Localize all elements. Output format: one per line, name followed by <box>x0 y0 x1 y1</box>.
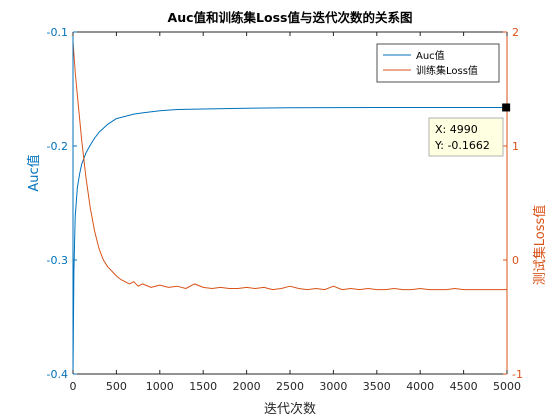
x-tick-label: 2000 <box>233 380 261 393</box>
plot-background <box>73 32 507 374</box>
y-left-axis-label: Auc值 <box>26 154 42 191</box>
y-right-tick-label: -1 <box>512 368 523 381</box>
datatip-box <box>428 117 504 157</box>
y-right-tick-label: 2 <box>512 26 519 39</box>
x-tick-label: 4500 <box>450 380 478 393</box>
x-tick-label: 3500 <box>363 380 391 393</box>
series-line-1 <box>72 107 507 375</box>
x-tick-label: 5000 <box>493 380 521 393</box>
legend-label: 训练集Loss值 <box>416 64 478 77</box>
plot-area <box>73 32 507 374</box>
datatip-x-value: X: 4990 <box>435 123 478 136</box>
y-right-axis-label: 测试集Loss值 <box>532 205 548 286</box>
y-right-tick-label: 0 <box>512 254 519 267</box>
axes-layer: 0 500 1000 1500 2000 2500 3000 3500 4000 4500 5000… <box>47 26 523 393</box>
series-line-2 <box>72 41 507 291</box>
series-layer <box>72 41 507 375</box>
legend-box <box>376 43 500 83</box>
y-right-tick-label: 1 <box>512 140 519 153</box>
x-tick-label: 0 <box>70 380 77 393</box>
legend-label: Auc值 <box>416 49 445 62</box>
x-tick-label: 2500 <box>276 380 304 393</box>
x-tick-label: 3000 <box>319 380 347 393</box>
y-left-tick-label: -0.4 <box>47 368 68 381</box>
x-axis-label: 迭代次数 <box>264 401 316 417</box>
y-left-tick-label: -0.2 <box>47 140 68 153</box>
chart-title: Auc值和训练集Loss值与迭代次数的关系图 <box>168 10 413 25</box>
x-tick-label: 1000 <box>146 380 174 393</box>
datatip-y-value: Y: -0.1662 <box>434 139 490 152</box>
y-left-tick-label: -0.1 <box>47 26 68 39</box>
x-tick-label: 500 <box>106 380 127 393</box>
datatip-marker[interactable] <box>502 103 511 112</box>
x-tick-label: 4000 <box>406 380 434 393</box>
datatip[interactable]: X: 4990 Y: -0.1662 <box>428 103 511 157</box>
x-tick-label: 1500 <box>189 380 217 393</box>
y-left-tick-label: -0.3 <box>47 254 68 267</box>
